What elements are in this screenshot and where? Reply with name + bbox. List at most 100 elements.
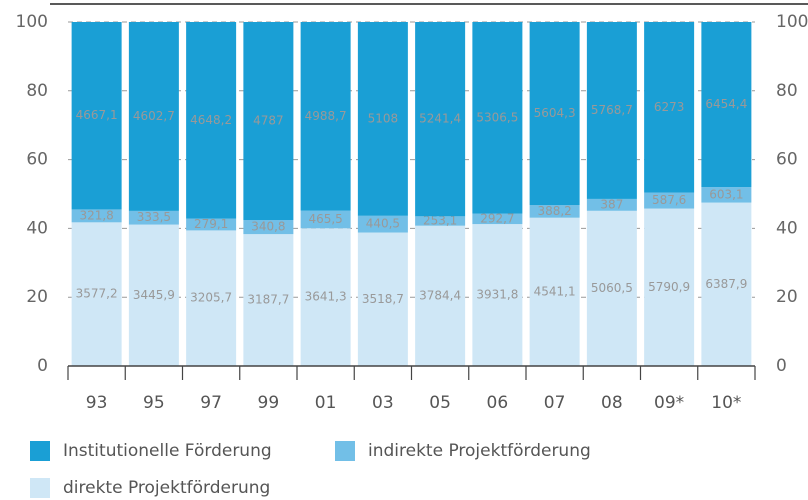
- legend-label: direkte Projektförderung: [63, 478, 270, 498]
- bar-segment: [701, 187, 752, 203]
- bar-segment: [243, 220, 294, 235]
- value-label: 6454,4: [705, 97, 747, 111]
- legend-label: Institutionelle Förderung: [63, 441, 272, 461]
- y2-tick-label: 80: [776, 81, 798, 101]
- bar-segment: [472, 213, 523, 225]
- bar-segment: [71, 22, 122, 210]
- bar-segment: [128, 210, 179, 225]
- x-tick-label: 93: [86, 393, 108, 413]
- y-tick-label: 40: [26, 218, 48, 238]
- value-label: 5060,5: [591, 281, 633, 295]
- bar-segment: [529, 22, 580, 206]
- value-label: 4541,1: [534, 284, 576, 298]
- legend-swatch: [30, 478, 50, 498]
- y-tick-label: 80: [26, 81, 48, 101]
- value-label: 5241,4: [419, 112, 461, 126]
- value-label: 3445,9: [133, 288, 175, 302]
- value-label: 340,8: [251, 220, 285, 234]
- value-label: 4602,7: [133, 109, 175, 123]
- bar-segment: [415, 216, 466, 226]
- bar-segment: [529, 217, 580, 366]
- x-tick-label: 10*: [711, 393, 741, 413]
- x-tick-label: 09*: [654, 393, 684, 413]
- value-label: 5306,5: [476, 110, 518, 124]
- bar-segment: [300, 22, 351, 211]
- value-label: 587,6: [652, 193, 686, 207]
- x-tick-label: 05: [429, 393, 451, 413]
- bar-segment: [243, 234, 294, 366]
- bar-segment: [415, 225, 466, 366]
- x-tick-label: 01: [315, 393, 337, 413]
- y2-tick-label: 60: [776, 150, 798, 170]
- bar-segment: [586, 198, 637, 211]
- bar-segment: [357, 215, 408, 233]
- value-label: 3518,7: [362, 292, 404, 306]
- value-label: 3187,7: [247, 293, 289, 307]
- x-tick-label: 07: [544, 393, 566, 413]
- y2-tick-label: 20: [776, 287, 798, 307]
- legend-swatch: [30, 441, 50, 461]
- bar-segment: [472, 224, 523, 366]
- bar-segment: [701, 202, 752, 366]
- x-tick-label: 08: [601, 393, 623, 413]
- value-label: 603,1: [709, 187, 743, 201]
- value-label: 4648,2: [190, 113, 232, 127]
- bar-segment: [128, 22, 179, 211]
- bar-segment: [357, 22, 408, 216]
- legend-swatch: [335, 441, 355, 461]
- bar-segment: [186, 230, 237, 366]
- bar-segment: [300, 228, 351, 366]
- x-tick-label: 99: [258, 393, 280, 413]
- bar-segment: [186, 218, 237, 231]
- value-label: 3641,3: [305, 290, 347, 304]
- value-label: 4787: [253, 114, 284, 128]
- x-tick-label: 95: [143, 393, 165, 413]
- value-label: 321,8: [79, 208, 113, 222]
- value-label: 440,5: [366, 217, 400, 231]
- bar-segment: [71, 209, 122, 223]
- bar-segment: [357, 232, 408, 366]
- x-tick-label: 06: [487, 393, 509, 413]
- value-label: 3577,2: [76, 287, 118, 301]
- value-label: 5108: [368, 111, 399, 125]
- bar-segment: [644, 22, 695, 193]
- bar-segment: [644, 208, 695, 366]
- value-label: 5768,7: [591, 103, 633, 117]
- y2-tick-label: 40: [776, 218, 798, 238]
- bar-segment: [71, 222, 122, 366]
- x-tick-label: 03: [372, 393, 394, 413]
- value-label: 292,7: [480, 211, 514, 225]
- value-label: 4667,1: [76, 108, 118, 122]
- bar-segment: [128, 224, 179, 366]
- bar-segment: [300, 210, 351, 229]
- value-label: 6273: [654, 100, 685, 114]
- y-tick-label: 60: [26, 150, 48, 170]
- value-label: 253,1: [423, 214, 457, 228]
- bar-segment: [186, 22, 237, 219]
- value-label: 5790,9: [648, 280, 690, 294]
- y-tick-label: 0: [37, 356, 48, 376]
- y-tick-label: 100: [16, 12, 48, 32]
- value-label: 3931,8: [476, 288, 518, 302]
- value-label: 387: [600, 197, 623, 211]
- value-label: 279,1: [194, 217, 228, 231]
- bar-segment: [644, 192, 695, 209]
- y2-tick-label: 100: [776, 12, 808, 32]
- value-label: 3205,7: [190, 291, 232, 305]
- bar-segment: [243, 22, 294, 221]
- bar-segment: [586, 22, 637, 199]
- value-label: 4988,7: [305, 109, 347, 123]
- bar-segment: [415, 22, 466, 217]
- value-label: 5604,3: [534, 106, 576, 120]
- value-label: 465,5: [308, 212, 342, 226]
- value-label: 388,2: [537, 204, 571, 218]
- bar-segment: [472, 22, 523, 214]
- value-label: 3784,4: [419, 288, 461, 302]
- bar-segment: [586, 210, 637, 366]
- y2-tick-label: 0: [776, 356, 787, 376]
- value-label: 333,5: [137, 210, 171, 224]
- bar-segment: [701, 22, 752, 188]
- bar-segment: [529, 205, 580, 218]
- y-tick-label: 20: [26, 287, 48, 307]
